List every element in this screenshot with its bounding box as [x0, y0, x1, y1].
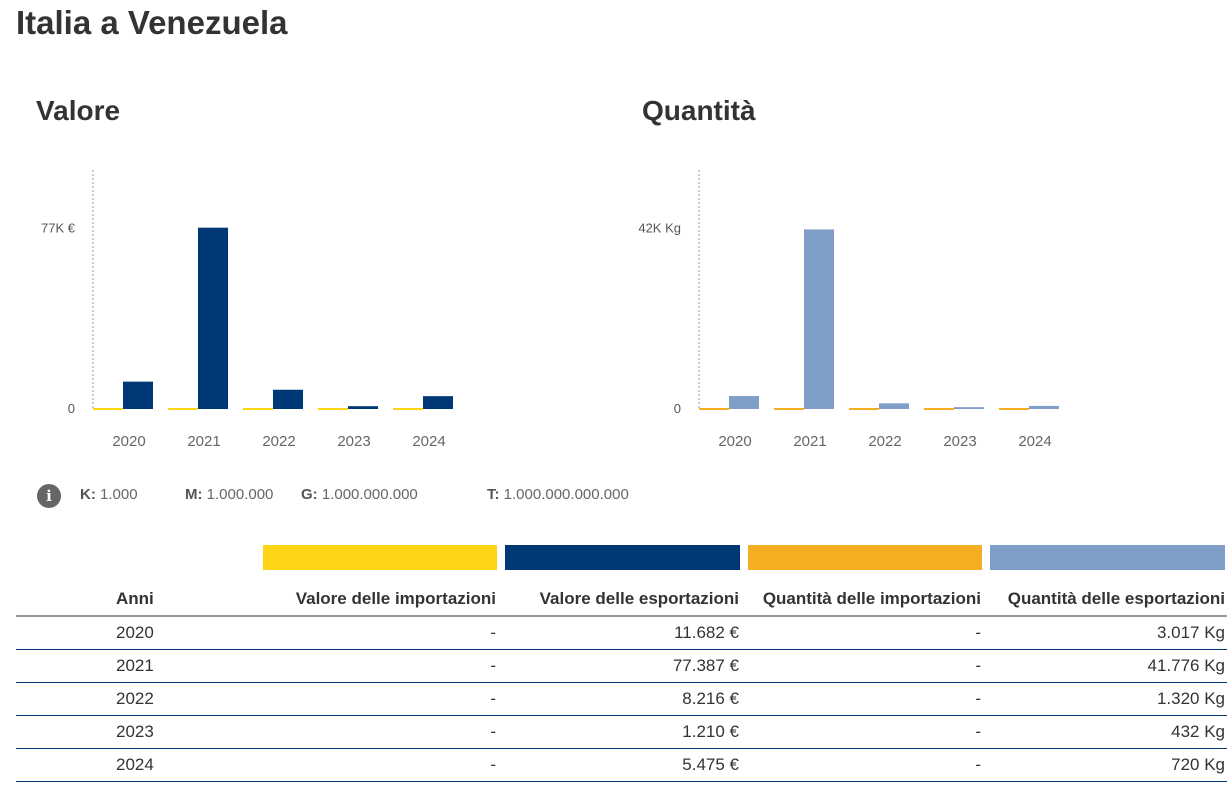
swatch-export-value [505, 545, 740, 570]
import-bar [243, 408, 273, 410]
column-header: Quantità delle esportazioni [983, 584, 1227, 617]
table-cell: 3.017 Kg [983, 616, 1227, 650]
table-row: 2020-11.682 € -3.017 Kg [16, 616, 1227, 650]
table-cell: 2022 [16, 682, 216, 716]
column-header: Anni [16, 584, 216, 617]
import-bar [168, 408, 198, 410]
table-cell: - [216, 715, 498, 749]
table-cell: 1.210 € [498, 715, 741, 749]
table-cell: - [741, 715, 983, 749]
import-bar [849, 408, 879, 410]
table-cell: 1.320 Kg [983, 682, 1227, 716]
table-cell: 432 Kg [983, 715, 1227, 749]
export-bar [879, 403, 909, 409]
swatch-import-qty [748, 545, 982, 570]
x-tick-label: 2022 [868, 433, 901, 450]
y-tick-label: 0 [68, 401, 75, 416]
import-bar [774, 408, 804, 410]
x-tick-label: 2021 [187, 433, 220, 450]
quantita-chart: 0 42K Kg 2020 2021 2022 2023 2024 [638, 170, 1059, 450]
x-tick-label: 2020 [718, 433, 751, 450]
chart-title-valore: Valore [36, 95, 121, 126]
column-header: Valore delle esportazioni [498, 584, 741, 617]
y-tick-label: 42K Kg [638, 220, 681, 235]
table-cell: - [741, 616, 983, 650]
table-row: 2021-77.387 € -41.776 Kg [16, 649, 1227, 683]
table-cell: - [216, 682, 498, 716]
x-tick-label: 2020 [112, 433, 145, 450]
swatch-export-qty [990, 545, 1225, 570]
table-cell: 2023 [16, 715, 216, 749]
export-bar [348, 406, 378, 409]
import-bar [999, 408, 1029, 410]
info-icon[interactable]: i [37, 484, 61, 508]
x-tick-label: 2021 [793, 433, 826, 450]
table-row: 2024-5.475 € -720 Kg [16, 748, 1227, 782]
export-bar [1029, 405, 1059, 409]
x-tick-label: 2022 [262, 433, 295, 450]
x-tick-label: 2023 [943, 433, 976, 450]
table-cell: - [216, 748, 498, 782]
table-cell: 2021 [16, 649, 216, 683]
legend-t: T: 1.000.000.000.000 [487, 486, 629, 503]
table-cell: 5.475 € [498, 748, 741, 782]
x-tick-label: 2024 [1018, 433, 1051, 450]
table-cell: - [741, 649, 983, 683]
export-bar [273, 389, 303, 409]
import-bar [699, 408, 729, 410]
export-bar [198, 227, 228, 409]
table-cell: 41.776 Kg [983, 649, 1227, 683]
table-cell: - [741, 682, 983, 716]
export-bar [423, 396, 453, 409]
import-bar [393, 408, 423, 410]
table-cell: - [216, 616, 498, 650]
x-tick-label: 2023 [337, 433, 370, 450]
chart-title-quantita: Quantità [642, 95, 756, 126]
legend-m: M: 1.000.000 [185, 486, 274, 503]
swatch-import-value [263, 545, 497, 570]
table-row: 2022-8.216 € -1.320 Kg [16, 682, 1227, 716]
valore-chart: 0 77K € 2020 2021 2022 2023 2024 [41, 170, 453, 450]
table-cell: 2024 [16, 748, 216, 782]
legend-g: G: 1.000.000.000 [301, 486, 418, 503]
page-title: Italia a Venezuela [16, 4, 288, 41]
import-bar [318, 408, 348, 410]
y-tick-label: 0 [674, 401, 681, 416]
export-bar [729, 396, 759, 409]
table-cell: - [216, 649, 498, 683]
y-tick-label: 77K € [41, 221, 76, 236]
import-bar [93, 408, 123, 410]
export-bar [123, 381, 153, 409]
table-cell: 8.216 € [498, 682, 741, 716]
legend-k: K: 1.000 [80, 486, 138, 503]
table-cell: 2020 [16, 616, 216, 650]
export-bar [954, 407, 984, 409]
x-tick-label: 2024 [412, 433, 445, 450]
column-header: Valore delle importazioni [216, 584, 498, 617]
export-bar [804, 229, 834, 409]
table-cell: - [741, 748, 983, 782]
table-cell: 720 Kg [983, 748, 1227, 782]
column-header: Quantità delle importazioni [741, 584, 983, 617]
import-bar [924, 408, 954, 410]
table-cell: 77.387 € [498, 649, 741, 683]
data-table: Anni Valore delle importazioni Valore dell… [16, 584, 1227, 782]
table-cell: 11.682 € [498, 616, 741, 650]
table-row: 2023-1.210 € -432 Kg [16, 715, 1227, 749]
